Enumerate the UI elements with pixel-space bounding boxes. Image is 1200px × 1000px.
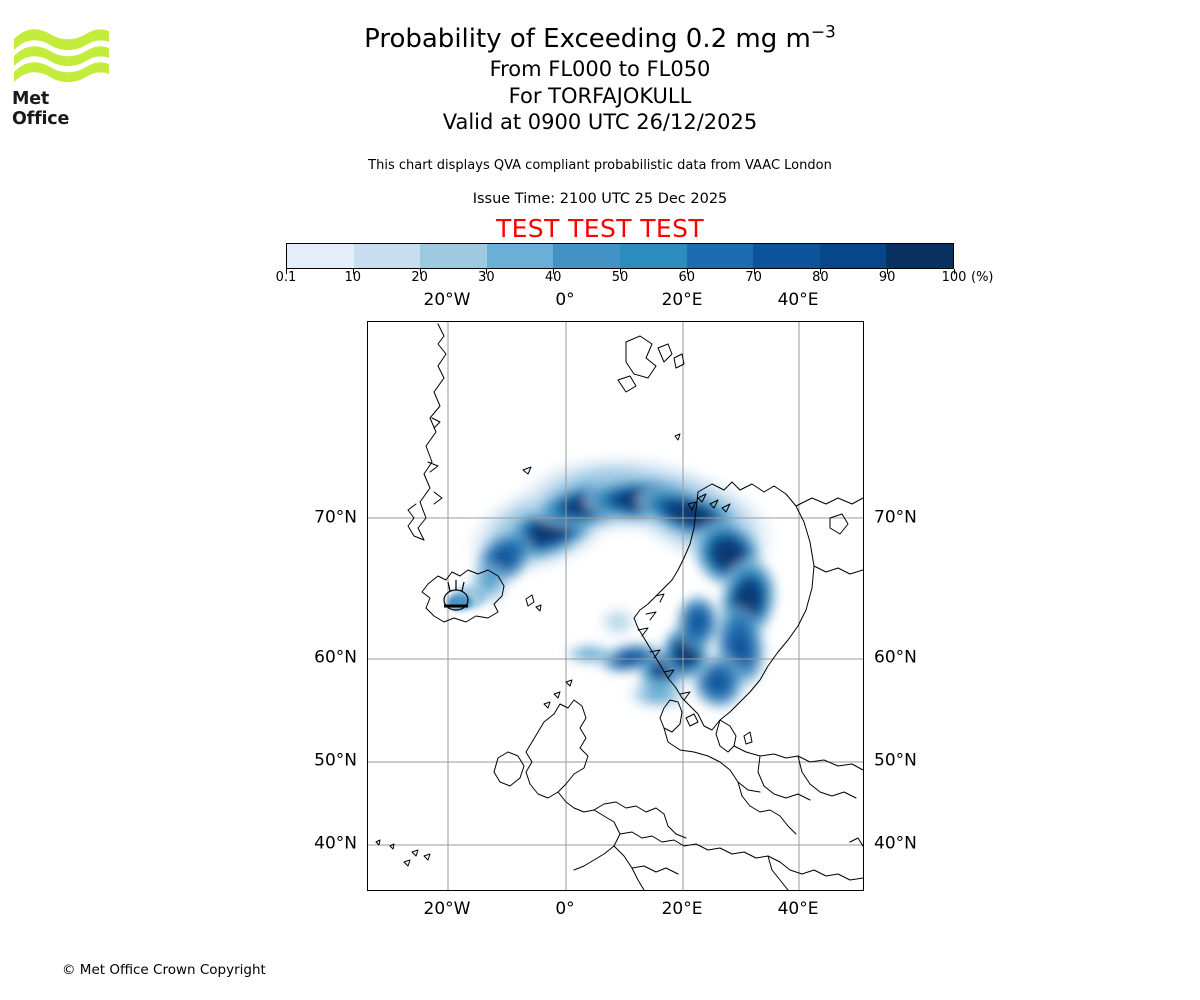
colorbar-tick-label-80: 80: [812, 270, 829, 285]
lat-label-left-3: 40°N: [314, 833, 357, 854]
lat-label-right-2: 50°N: [874, 750, 917, 771]
colorbar-tick-label-30: 30: [478, 270, 495, 285]
page-title-text: Probability of Exceeding 0.2 mg m: [364, 24, 811, 54]
coastlines: [375, 323, 863, 890]
lat-label-right-1: 60°N: [874, 647, 917, 668]
lat-label-left-2: 50°N: [314, 750, 357, 771]
met-office-logo-text: Met Office: [12, 89, 70, 129]
colorbar-tick-100: [954, 269, 955, 274]
colorbar-band-1: [353, 244, 421, 268]
colorbar-tick-labels: 0.1 10 20 30 40 50 60 70 80 90 100: [276, 270, 967, 288]
met-office-wave-mark: [14, 29, 109, 83]
colorbar-band-2: [420, 244, 487, 268]
copyright-footer: © Met Office Crown Copyright: [62, 962, 266, 978]
colorbar-tick-20: [419, 269, 421, 274]
lon-label-bottom-2: 20°E: [661, 899, 703, 919]
lat-label-right-0: 70°N: [874, 507, 917, 528]
colorbar-tick-40: [553, 269, 555, 274]
colorbar-tick-label-0.1: 0.1: [275, 270, 297, 285]
colorbar-tick-80: [820, 269, 822, 274]
colorbar-band-7: [753, 244, 820, 268]
met-office-logo: Met Office: [12, 25, 112, 129]
colorbar-tick-label-60: 60: [678, 270, 696, 285]
volcano-marker-torfajokull: [443, 580, 469, 611]
colorbar-band-3: [486, 244, 554, 268]
colorbar-tick-90: [887, 269, 889, 274]
lon-label-top-1: 0°: [555, 290, 575, 310]
chart-title-block: Probability of Exceeding 0.2 mg m−3 From…: [0, 22, 1200, 136]
lon-label-top-3: 40°E: [777, 290, 819, 310]
lon-label-bottom-0: 20°W: [423, 899, 471, 919]
issue-time-block: Issue Time: 2100 UTC 25 Dec 2025: [0, 190, 1200, 209]
test-banner: TEST TEST TEST: [495, 214, 705, 243]
colorbar-tick-60: [686, 269, 688, 274]
colorbar-band-4: [553, 244, 620, 268]
colorbar-band-8: [819, 244, 887, 268]
map-gridlines: [368, 322, 863, 890]
probability-colorbar: [286, 243, 954, 269]
lat-label-right-3: 40°N: [874, 833, 917, 854]
title-flight-levels: From FL000 to FL050: [489, 57, 711, 81]
test-banner-block: TEST TEST TEST: [0, 213, 1200, 244]
colorbar-tick-label-100: 100: [941, 270, 967, 285]
lat-label-left-1: 60°N: [314, 647, 357, 668]
title-volcano: For TORFAJOKULL: [508, 83, 692, 108]
colorbar-tick-10: [352, 269, 354, 274]
issue-time: Issue Time: 2100 UTC 25 Dec 2025: [472, 191, 728, 207]
qva-note: This chart displays QVA compliant probab…: [368, 158, 832, 173]
colorbar-ticks: [286, 269, 955, 285]
colorbar-tick-label-70: 70: [745, 270, 762, 285]
map-canvas: [368, 322, 863, 890]
lon-label-top-2: 20°E: [661, 290, 703, 310]
colorbar-band-9: [886, 244, 953, 268]
colorbar-tick-label-40: 40: [544, 270, 562, 285]
colorbar-band-5: [619, 244, 687, 268]
colorbar-tick-30: [486, 269, 488, 274]
page-title: Probability of Exceeding 0.2 mg m−3: [0, 22, 1200, 56]
title-valid-time: Valid at 0900 UTC 26/12/2025: [442, 110, 758, 134]
colorbar-tick-label-50: 50: [611, 270, 629, 285]
colorbar-band-0: [287, 244, 354, 268]
qva-note-block: This chart displays QVA compliant probab…: [0, 157, 1200, 175]
page-title-exponent: −3: [810, 22, 836, 43]
colorbar-tick-70: [753, 269, 755, 274]
colorbar-tick-label-20: 20: [411, 270, 428, 285]
colorbar-bands: [286, 243, 954, 269]
ash-probability-field: [460, 452, 782, 712]
colorbar-tick-label-10: 10: [344, 270, 362, 285]
lon-label-bottom-3: 40°E: [777, 899, 819, 919]
map-frame: [367, 321, 864, 891]
colorbar-tick-0.1: [286, 269, 287, 274]
lon-label-top-0: 20°W: [423, 290, 471, 310]
colorbar-unit-label: (%): [971, 270, 994, 285]
lon-label-bottom-1: 0°: [555, 899, 575, 919]
colorbar-tick-50: [620, 269, 621, 274]
map-panel: [367, 321, 864, 891]
colorbar-band-6: [686, 244, 754, 268]
colorbar-tick-label-90: 90: [878, 270, 896, 285]
lat-label-left-0: 70°N: [314, 507, 357, 528]
